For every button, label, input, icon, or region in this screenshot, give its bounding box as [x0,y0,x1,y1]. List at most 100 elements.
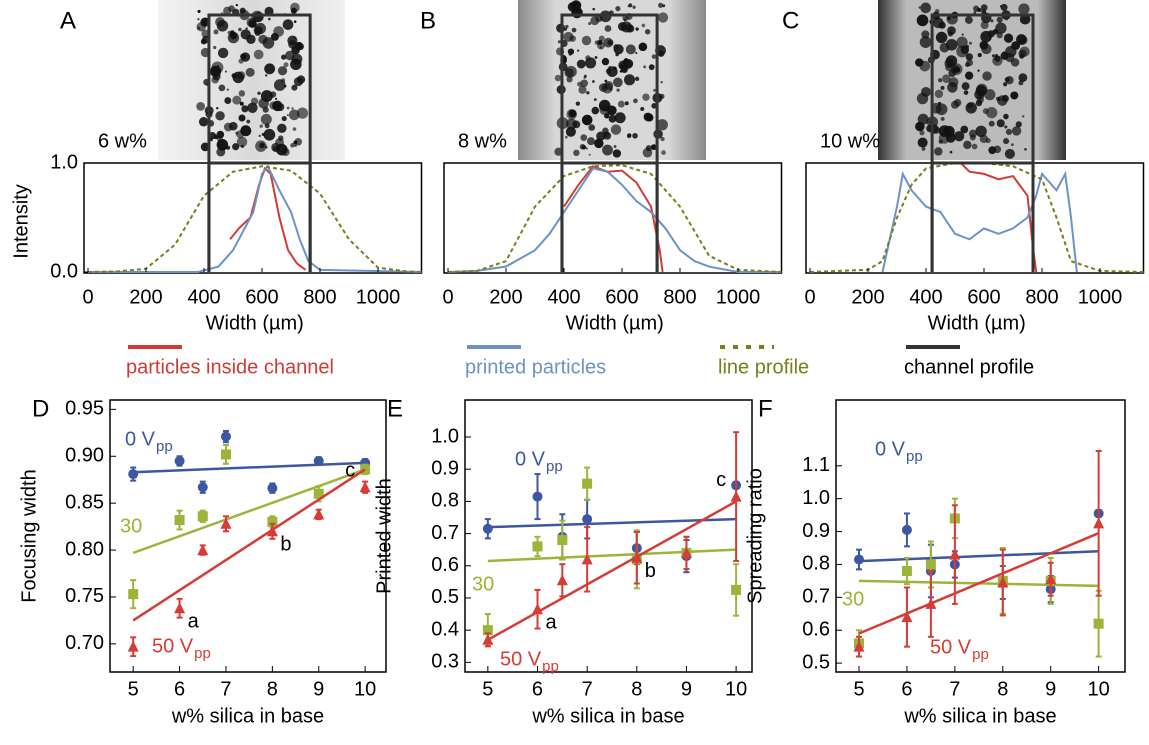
particle [217,136,223,142]
point [127,640,139,652]
particle [602,144,613,156]
particle [621,59,632,70]
x-axis-label: w% silica in base [903,705,1056,727]
particle [573,149,580,157]
particle [580,134,588,141]
particle [240,29,251,40]
particle [224,97,232,105]
x-axis-label: w% silica in base [531,705,684,727]
x-tick-label: 8 [267,678,278,700]
channel-box-upper [930,13,1035,272]
particle [259,124,263,128]
particle [656,119,668,131]
particle [918,6,921,9]
particle [1024,147,1027,151]
particle [1004,125,1008,129]
particle [581,114,593,126]
series-label: 50 V [930,636,972,658]
particle [938,125,951,138]
series-label: 30 [120,515,142,537]
particle [965,102,977,114]
particle [638,42,648,52]
particle [965,44,970,49]
particle [604,25,612,32]
y-tick-label: 1.0 [50,151,78,173]
particle [200,17,210,27]
x-tick-label: 6 [532,678,543,700]
particle [585,57,597,69]
particle [216,106,219,110]
particle [608,114,617,123]
series-label: 50 V [500,648,542,670]
panel-label: D [32,395,49,422]
x-tick-label: 400 [187,286,220,308]
x-tick-label: 400 [547,286,580,308]
particle [247,102,258,113]
particle [229,32,238,40]
particle [601,57,610,66]
particle [988,146,997,155]
profile-line [88,164,422,273]
y-axis-label: Printed width [373,478,395,594]
particle [653,88,656,92]
particle [238,114,246,122]
particle [921,30,930,39]
particle [215,17,225,27]
micrograph [518,0,706,160]
point [532,541,543,552]
particle [576,49,580,52]
particle [216,130,225,139]
point [220,517,232,529]
particle [565,24,569,29]
particle [981,9,987,15]
particle [554,74,562,82]
particle [1019,46,1030,57]
particle [566,76,573,83]
point [1045,573,1057,585]
particle [277,123,287,134]
x-tick-label: 600 [245,286,278,308]
point-label: c [345,460,355,482]
particle [564,135,568,139]
particle [240,53,247,60]
particle [977,69,980,72]
point [359,481,371,493]
particle [1018,3,1030,15]
point [1093,517,1105,529]
particle [588,153,591,156]
point [680,546,692,558]
particle [945,55,958,67]
particle [1004,148,1015,159]
particle [929,124,939,134]
particle [942,74,951,83]
x-tick-label: 6 [174,678,185,700]
y-tick-label: 1.0 [802,487,830,509]
x-tick-label: 9 [313,678,324,700]
particle [935,103,948,116]
particle [986,107,998,119]
particle [645,145,652,152]
particle [659,93,665,100]
point [853,640,865,652]
particle [661,150,666,155]
panel-label: F [758,395,773,422]
particle [640,106,645,111]
particle [950,100,960,109]
x-tick-label: 1000 [356,286,401,308]
particle [662,4,666,8]
particle [218,84,226,92]
particle [246,119,251,124]
particle [583,76,587,79]
point-label: a [188,611,200,633]
particle [961,33,964,36]
particle [996,16,1003,23]
particle [590,16,600,26]
particle [239,101,244,106]
particle [588,124,596,131]
point [925,597,937,609]
particle [282,19,294,30]
x-axis-label: w% silica in base [171,705,324,727]
particle [248,19,257,28]
particle [996,119,1005,128]
particle [1003,138,1010,145]
